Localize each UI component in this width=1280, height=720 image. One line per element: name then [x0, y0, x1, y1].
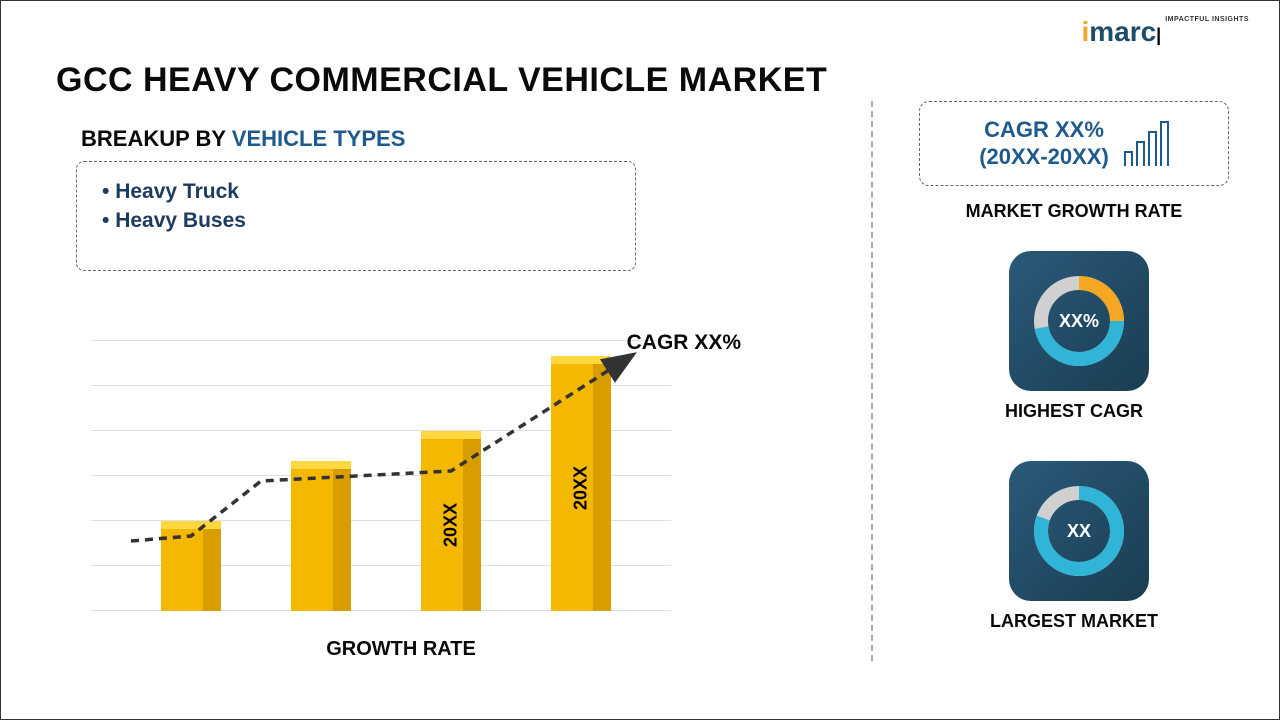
subtitle-plain: BREAKUP BY — [81, 126, 232, 151]
page-title: GCC HEAVY COMMERCIAL VEHICLE MARKET — [56, 61, 827, 100]
breakup-item: Heavy Buses — [102, 206, 610, 235]
breakup-box: Heavy TruckHeavy Buses — [76, 161, 636, 271]
chart-bar: 20XX — [421, 431, 481, 611]
divider — [871, 101, 873, 661]
lmarket-value: XX — [1067, 521, 1091, 542]
hcagr-value: XX% — [1059, 311, 1099, 332]
logo-tag: IMPACTFUL INSIGHTS — [1165, 16, 1249, 23]
breakup-item: Heavy Truck — [102, 177, 610, 206]
bar-chart-icon — [1124, 121, 1169, 166]
logo-main: marc — [1089, 16, 1156, 47]
market-growth-label: MARKET GROWTH RATE — [919, 201, 1229, 222]
breakup-list: Heavy TruckHeavy Buses — [102, 177, 610, 236]
subtitle-highlight: VEHICLE TYPES — [232, 126, 406, 151]
highest-cagr-label: HIGHEST CAGR — [919, 401, 1229, 422]
logo: imarc|IMPACTFUL INSIGHTS — [1081, 16, 1249, 48]
subtitle: BREAKUP BY VEHICLE TYPES — [81, 126, 405, 152]
chart-xlabel: GROWTH RATE — [326, 638, 476, 661]
chart-bar — [291, 461, 351, 611]
cagr-line2: (20XX-20XX) — [979, 144, 1109, 170]
cagr-text: CAGR XX% (20XX-20XX) — [979, 117, 1109, 170]
chart-bar: 20XX — [551, 356, 611, 611]
bar-label: 20XX — [441, 503, 462, 547]
largest-market-card: XX — [1009, 461, 1149, 601]
bar-label: 20XX — [571, 465, 592, 509]
highest-cagr-card: XX% — [1009, 251, 1149, 391]
cagr-box: CAGR XX% (20XX-20XX) — [919, 101, 1229, 186]
growth-chart: CAGR XX% 20XX20XX GROWTH RATE — [61, 331, 741, 661]
cagr-line1: CAGR XX% — [979, 117, 1109, 143]
largest-market-label: LARGEST MARKET — [919, 611, 1229, 632]
bars-container: 20XX 20XX — [101, 341, 661, 611]
chart-bar — [161, 521, 221, 611]
